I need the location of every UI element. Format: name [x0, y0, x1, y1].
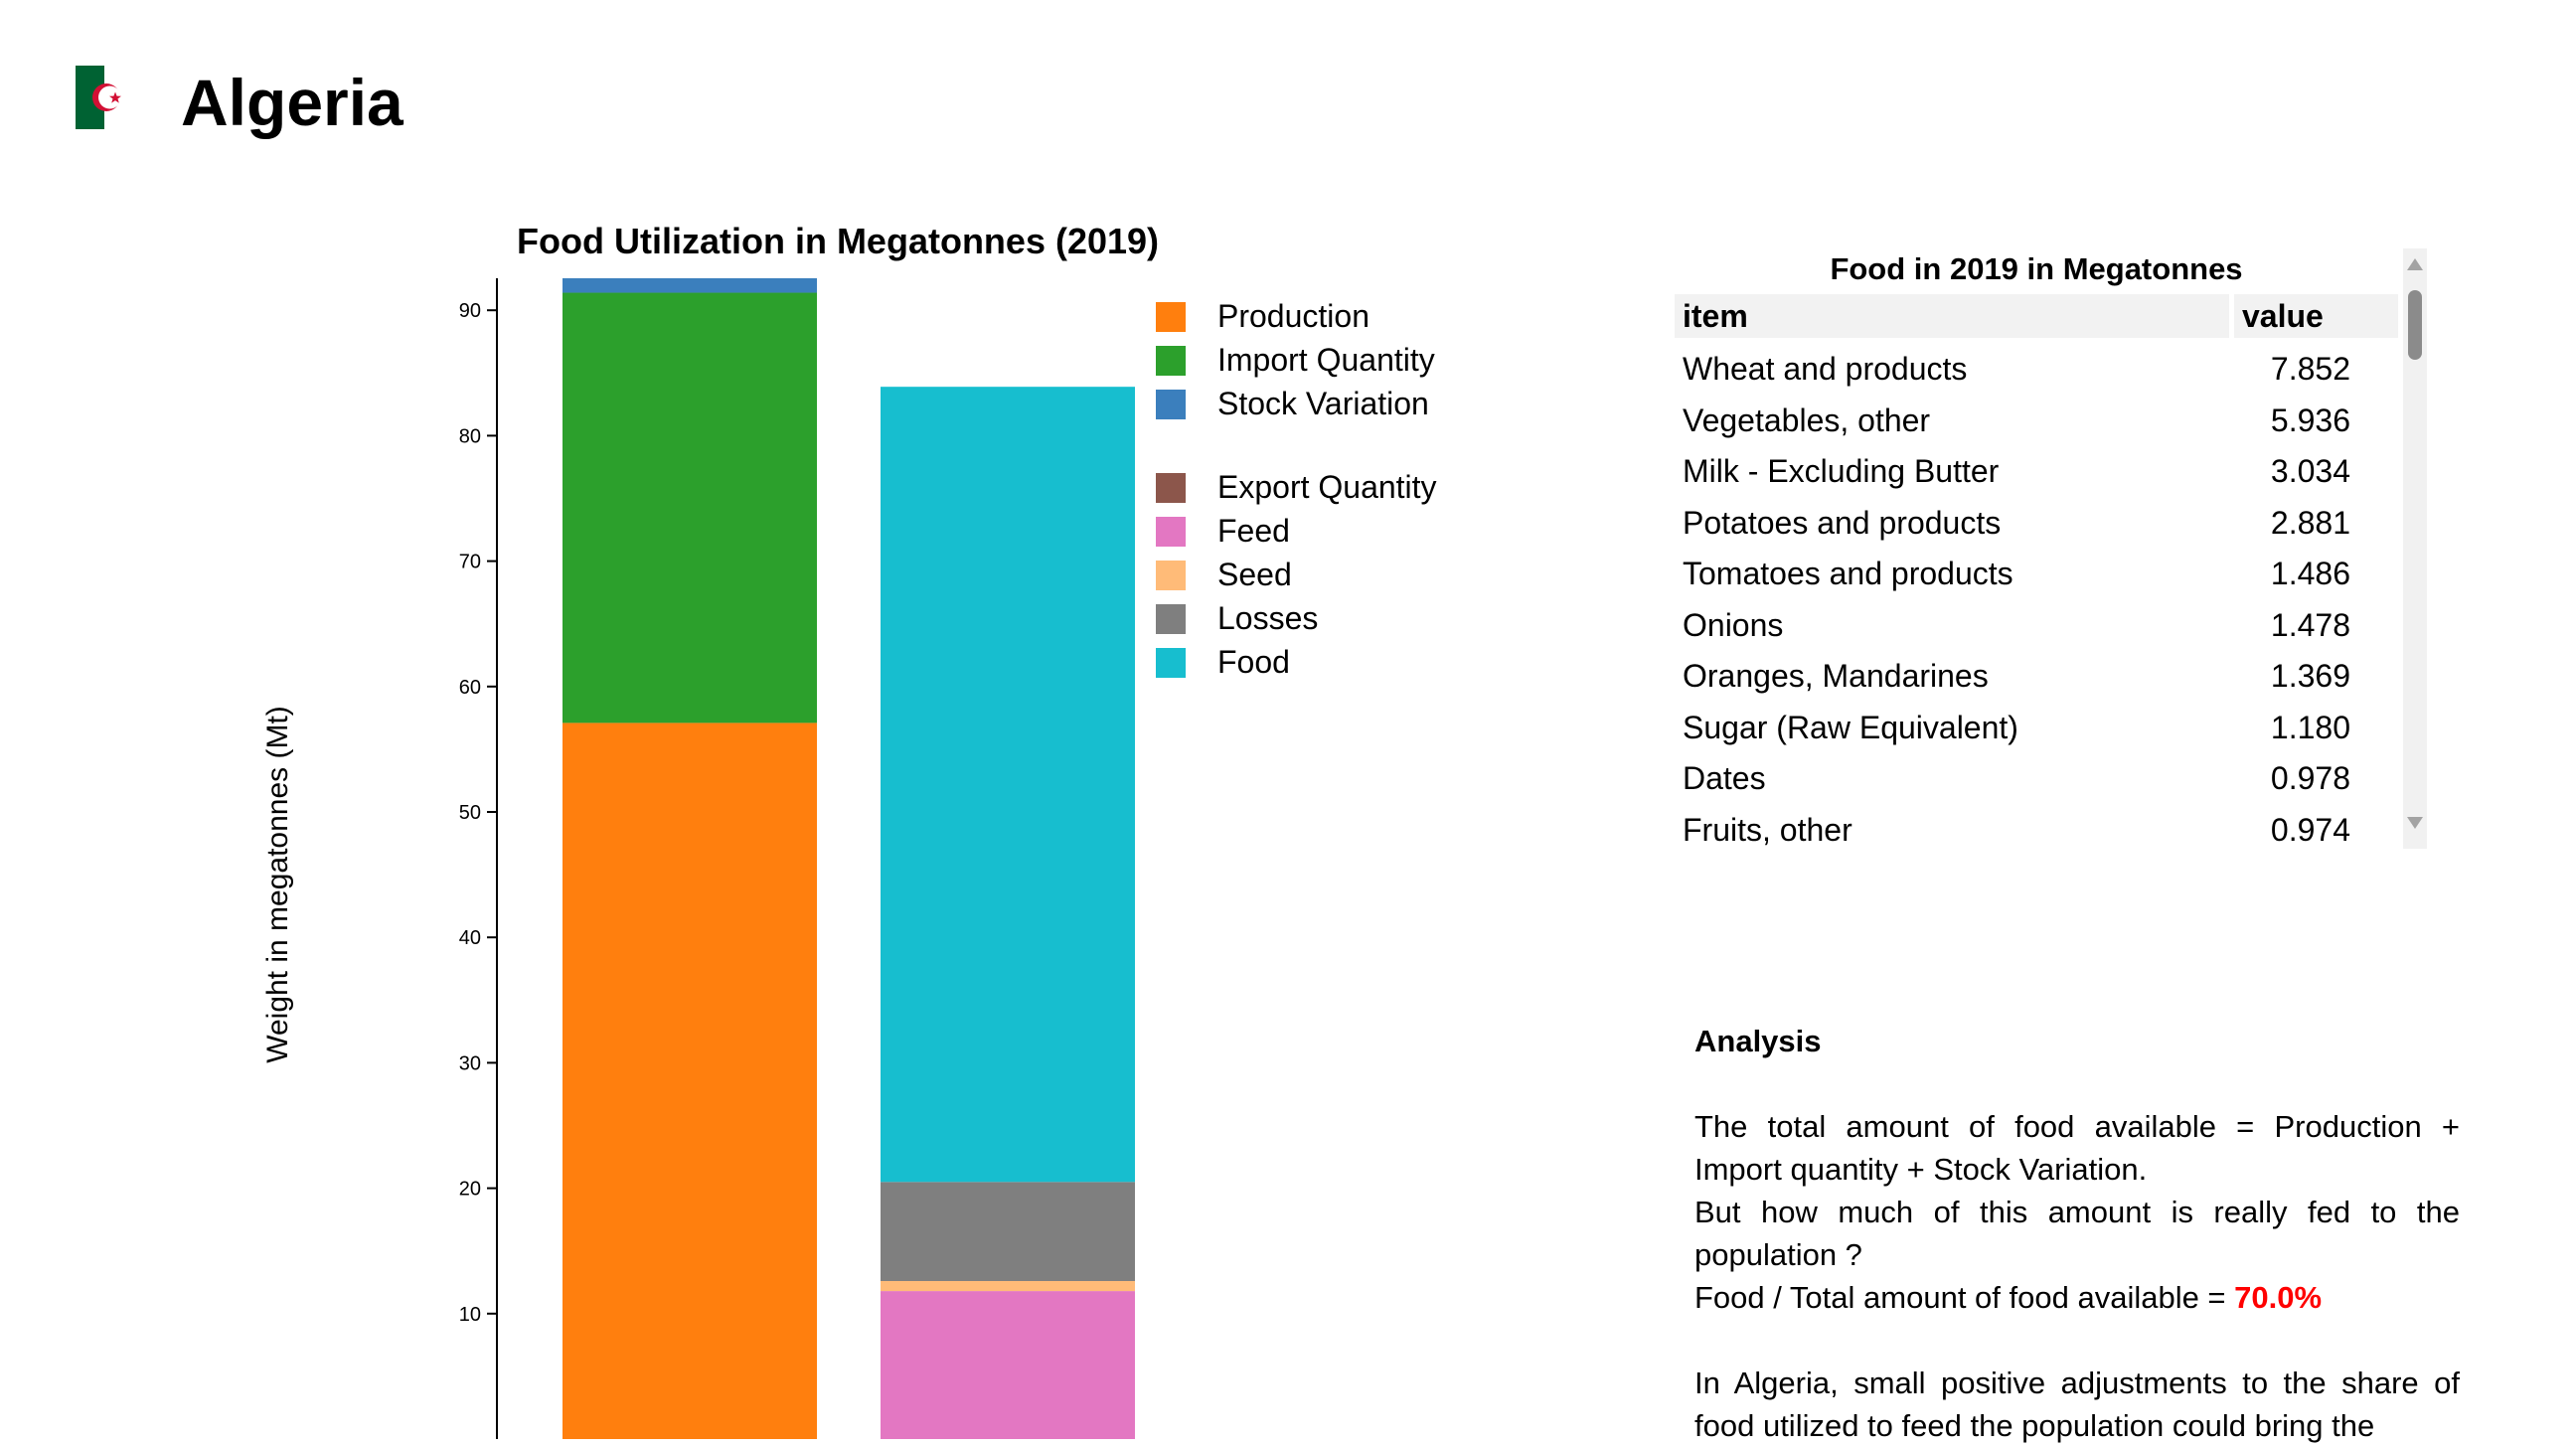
cell-value: 0.974 [2270, 811, 2350, 848]
cell-item: Potatoes and products [1683, 504, 2002, 541]
table-row[interactable]: Fruits, other 0.974 [1675, 805, 2398, 850]
legend-label: Export Quantity [1217, 469, 1437, 505]
table-row[interactable]: Tomatoes and products 1.486 [1675, 549, 2398, 599]
cell-item: Tomatoes and products [1683, 556, 2013, 591]
column-header-value[interactable]: value [2234, 294, 2398, 338]
cell-item: Fruits, other [1683, 811, 1852, 848]
stacked-bar-chart: 10 20 30 40 50 60 70 80 90 [459, 278, 1135, 1439]
legend-label: Production [1217, 298, 1369, 334]
page-title: Algeria [181, 66, 403, 139]
analysis-section: Analysis The total amount of food availa… [1694, 1020, 2460, 1447]
y-tick-label: 90 [459, 300, 481, 322]
table-row[interactable]: Vegetables, other 5.936 [1675, 396, 2398, 446]
bar-segment-production [563, 723, 817, 1439]
table-row[interactable]: Sugar (Raw Equivalent) 1.180 [1675, 703, 2398, 753]
cell-item: Oranges, Mandarines [1683, 658, 1989, 694]
legend-swatch [1156, 648, 1186, 678]
bar-segment-import-quantity [563, 292, 817, 724]
ratio-label: Food / Total amount of food available = [1694, 1280, 2235, 1315]
table-row[interactable]: Onions 1.478 [1675, 600, 2398, 651]
bar-segment-stock-variation [563, 278, 817, 293]
cell-item: Sugar (Raw Equivalent) [1683, 709, 2018, 745]
bar-segment-feed [881, 1291, 1135, 1439]
table-scrollbar[interactable] [2403, 248, 2427, 849]
table-row[interactable]: Potatoes and products 2.881 [1675, 498, 2398, 549]
legend-swatch [1156, 346, 1186, 376]
analysis-paragraph: But how much of this amount is really fe… [1694, 1195, 2460, 1272]
legend-swatch [1156, 302, 1186, 332]
bar-segment-seed [881, 1280, 1135, 1292]
cell-value: 7.852 [2270, 351, 2350, 387]
cell-value: 1.478 [2270, 606, 2350, 643]
legend-swatch [1156, 604, 1186, 634]
cell-item: Wheat and products [1683, 351, 1968, 387]
analysis-ratio-line: Food / Total amount of food available = … [1694, 1276, 2460, 1319]
y-tick-label: 30 [459, 1052, 481, 1074]
scroll-down-arrow-icon[interactable] [2407, 817, 2423, 829]
ratio-value: 70.0% [2234, 1280, 2323, 1315]
y-tick-label: 40 [459, 927, 481, 949]
analysis-title: Analysis [1694, 1024, 1822, 1058]
algeria-flag-icon [76, 66, 133, 129]
table-row[interactable]: Dates 0.978 [1675, 753, 2398, 804]
table-row[interactable]: Wheat and products 7.852 [1675, 344, 2398, 395]
table-header: item value [1675, 294, 2398, 338]
cell-item: Dates [1683, 760, 1766, 796]
y-tick-label: 50 [459, 802, 481, 824]
legend-swatch [1156, 390, 1186, 419]
analysis-paragraph: The total amount of food available = Pro… [1694, 1109, 2460, 1187]
bar-segment-food [881, 387, 1135, 1183]
cell-item: Vegetables, other [1683, 402, 1931, 438]
bar-segment-losses [881, 1182, 1135, 1281]
cell-value: 0.978 [2270, 760, 2350, 796]
legend-label: Food [1217, 644, 1290, 680]
y-tick-label: 70 [459, 552, 481, 573]
chart-title: Food Utilization in Megatonnes (2019) [517, 221, 1160, 261]
y-tick-label: 20 [459, 1179, 481, 1201]
analysis-paragraph: In Algeria, small positive adjustments t… [1694, 1366, 2460, 1443]
cell-value: 1.180 [2270, 709, 2350, 745]
cell-value: 5.936 [2270, 402, 2350, 438]
cell-item: Onions [1683, 606, 1784, 643]
table-row[interactable]: Milk - Excluding Butter 3.034 [1675, 446, 2398, 497]
scroll-up-arrow-icon[interactable] [2407, 258, 2423, 270]
table-caption: Food in 2019 in Megatonnes [1830, 251, 2243, 286]
y-axis-label: Weight in megatonnes (Mt) [261, 706, 294, 1063]
y-tick-label: 10 [459, 1304, 481, 1326]
legend-swatch [1156, 561, 1186, 590]
cell-value: 1.369 [2270, 658, 2350, 694]
food-table[interactable]: Food in 2019 in Megatonnes item value Wh… [1675, 248, 2438, 849]
y-tick-label: 60 [459, 677, 481, 699]
column-header-item[interactable]: item [1675, 294, 2229, 338]
cell-value: 3.034 [2270, 453, 2350, 489]
legend-label: Stock Variation [1217, 386, 1429, 421]
scroll-thumb[interactable] [2408, 290, 2422, 360]
legend-swatch [1156, 473, 1186, 503]
legend-swatch [1156, 517, 1186, 547]
cell-item: Milk - Excluding Butter [1683, 453, 2000, 489]
cell-value: 2.881 [2270, 504, 2350, 541]
cell-value: 1.486 [2270, 556, 2350, 591]
y-tick-label: 80 [459, 425, 481, 447]
legend-label: Feed [1217, 513, 1290, 549]
legend-label: Losses [1217, 600, 1319, 636]
table-row[interactable]: Oranges, Mandarines 1.369 [1675, 651, 2398, 702]
legend-label: Seed [1217, 557, 1292, 592]
legend-label: Import Quantity [1217, 342, 1435, 378]
